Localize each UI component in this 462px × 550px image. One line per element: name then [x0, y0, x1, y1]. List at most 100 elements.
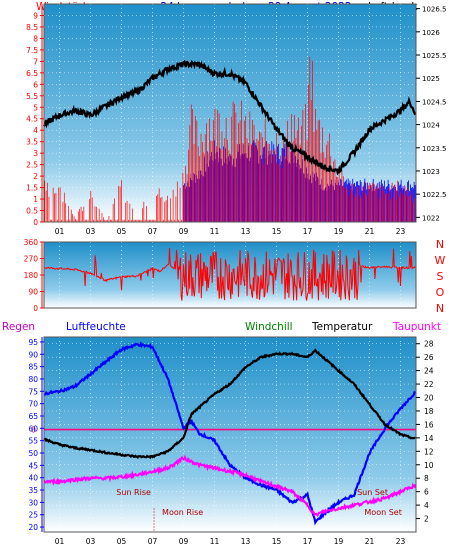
wind-left-tick-label: 1	[33, 195, 38, 204]
wind-left-tick-label: 4.5	[26, 115, 38, 124]
wind-speed-series	[44, 56, 417, 222]
temp-plot-background	[44, 337, 416, 532]
wind-left-tick-label: 7.5	[26, 46, 38, 55]
wind-x-tick-label: 01	[55, 227, 65, 236]
humidity-left-tick-label: 40	[28, 474, 38, 483]
wind-left-tick-label: 5.5	[26, 92, 38, 101]
wind-x-tick-label: 09	[179, 227, 189, 236]
temperature-right-tick-label: 24	[424, 367, 434, 376]
wind-direction-line	[43, 247, 416, 301]
wind-plot-grid	[44, 4, 416, 223]
temperature-right-tick-label: 18	[424, 407, 434, 416]
pressure-right-tick-label: 1025.5	[422, 52, 447, 60]
temperature-right-tick-label: 26	[424, 353, 434, 362]
temp-x-tick-label: 05	[117, 537, 127, 546]
temp-x-tick-label: 23	[396, 537, 406, 546]
pressure-right-tick-label: 1025	[422, 75, 440, 83]
moon-rise-annotation: Moon Rise	[162, 508, 203, 517]
wind-left-tick-label: 8.5	[26, 23, 38, 32]
humidity-left-tick-label: 70	[28, 400, 38, 409]
compass-label: N	[436, 238, 444, 251]
direction-left-ticks: 0 90 180 270 360	[24, 238, 44, 313]
temp-x-tick-label: 15	[272, 537, 282, 546]
pressure-line	[42, 59, 417, 176]
temperature-right-tick-label: 8	[424, 474, 429, 483]
humidity-left-tick-label: 35	[28, 486, 38, 495]
temp-x-tick-label: 13	[241, 537, 251, 546]
wind-left-tick-label: 9	[33, 11, 38, 20]
compass-label: O	[436, 286, 445, 299]
taupunkt-label: Taupunkt	[392, 321, 441, 333]
humidity-left-tick-label: 80	[28, 375, 38, 384]
wind-x-tick-label: 11	[210, 227, 220, 236]
wind-left-tick-label: 1.5	[26, 184, 38, 193]
wind-x-tick-label: 17	[303, 227, 313, 236]
compass-label: S	[437, 270, 444, 283]
temp-x-tick-label: 19	[334, 537, 344, 546]
moon-set-annotation: Moon Set	[364, 508, 401, 517]
regen-label: Regen	[2, 321, 35, 333]
wind-left-ticks: 0 0.5 1 1.5 2 2.5 3 3.5 4 4.5 5 5.5 6 6.5 7 7.5 8 8.5 9	[26, 4, 44, 227]
luftfeuchte-label: Luftfeuchte	[66, 321, 126, 333]
wind-left-tick-label: 5	[33, 103, 38, 112]
wind-x-tick-label: 13	[241, 227, 251, 236]
wind-left-tick-label: 0.5	[26, 207, 38, 216]
temp-x-tick-label: 09	[179, 537, 189, 546]
wind-left-tick-label: 3.5	[26, 138, 38, 147]
wind-left-tick-label: 0	[33, 218, 38, 227]
direction-left-tick-label: 360	[24, 238, 39, 247]
humidity-left-tick-label: 65	[28, 412, 38, 421]
humidity-left-tick-label: 75	[28, 387, 38, 396]
temperature-line	[43, 348, 416, 460]
direction-left-tick-label: 0	[33, 304, 38, 313]
temperature-right-tick-label: 4	[424, 501, 429, 510]
humidity-left-tick-label: 60	[28, 424, 38, 433]
temp-x-ticks: 01 03 05 07 09 11 13 15 17 19 21 23	[55, 537, 406, 546]
wind-left-tick-label: 3	[33, 149, 38, 158]
sun-set-annotation: Sun Set	[357, 488, 388, 497]
humidity-left-tick-label: 30	[28, 498, 38, 507]
temperature-right-tick-label: 28	[424, 340, 434, 349]
temperature-right-tick-label: 2	[424, 515, 429, 524]
compass-label: W	[435, 254, 446, 267]
wind-x-tick-label: 15	[272, 227, 282, 236]
wind-x-tick-label: 03	[86, 227, 96, 236]
pressure-right-tick-label: 1026	[422, 29, 440, 37]
temp-x-tick-label: 11	[210, 537, 220, 546]
temperature-right-tick-label: 6	[424, 488, 429, 497]
wind-left-tick-label: 7	[33, 57, 38, 66]
wind-x-ticks: 01 03 05 07 09 11 13 15 17 19 21 23	[55, 227, 406, 236]
humidity-left-tick-label: 90	[28, 350, 38, 359]
wind-left-tick-label: 4	[33, 126, 38, 135]
temperature-right-tick-label: 22	[424, 380, 434, 389]
wind-x-tick-label: 21	[365, 227, 375, 236]
humidity-left-tick-label: 55	[28, 437, 38, 446]
temperature-right-tick-label: 14	[424, 434, 434, 443]
direction-left-tick-label: 270	[24, 255, 39, 264]
wind-left-tick-label: 6.5	[26, 69, 38, 78]
temperature-right-tick-label: 20	[424, 394, 434, 403]
wind-x-tick-label: 23	[396, 227, 406, 236]
temp-x-tick-label: 17	[303, 537, 313, 546]
sun-rise-annotation: Sun Rise	[116, 488, 151, 497]
dewpoint-line	[43, 454, 417, 518]
pressure-right-tick-label: 1022	[422, 214, 440, 222]
wind-x-tick-label: 05	[117, 227, 127, 236]
temp-plot-frame	[43, 336, 417, 533]
wind-left-tick-label: 6	[33, 80, 38, 89]
pressure-right-tick-label: 1024	[422, 122, 440, 130]
windchill-label: Windchill	[245, 321, 293, 333]
pressure-right-tick-label: 1026.5	[422, 6, 447, 14]
temperature-right-tick-label: 12	[424, 447, 434, 456]
temp-plot-grid	[44, 337, 416, 532]
humidity-left-tick-label: 45	[28, 461, 38, 470]
direction-left-tick-label: 180	[24, 271, 39, 280]
pressure-right-tick-label: 1022.5	[422, 191, 447, 199]
temp-x-tick-label: 21	[365, 537, 375, 546]
humidity-left-tick-label: 20	[28, 523, 38, 532]
wind-x-tick-label: 19	[334, 227, 344, 236]
rain-zero-label: 0	[31, 426, 36, 435]
